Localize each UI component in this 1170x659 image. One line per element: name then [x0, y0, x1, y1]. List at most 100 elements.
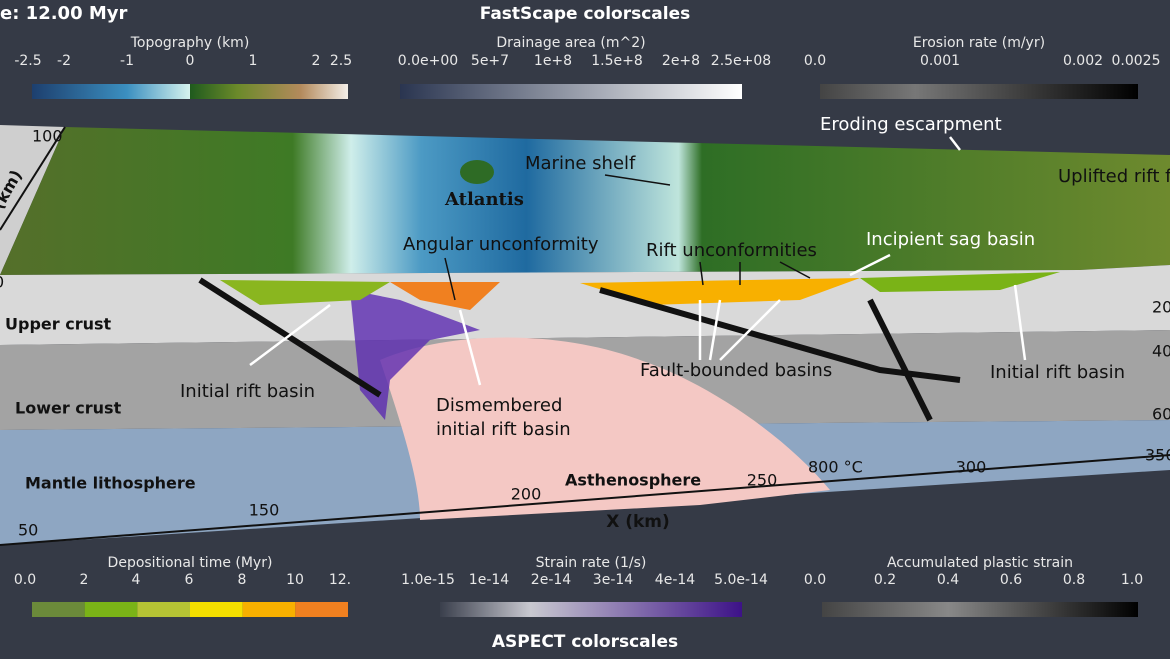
colorbar-title: Accumulated plastic strain	[887, 555, 1073, 571]
basin	[580, 278, 860, 305]
colorbar-tick-label: 10	[286, 572, 304, 588]
colorbar-tick-label: 0.0025	[1112, 53, 1161, 69]
colorbar-swatch	[84, 602, 138, 617]
axis-tick-label: 350	[1145, 446, 1170, 465]
colorbar-title: Erosion rate (m/yr)	[913, 35, 1045, 51]
colorbar-tick-label: 0.0	[14, 572, 36, 588]
colorbar-tick-label: -1	[120, 53, 134, 69]
axis-tick-label: 20	[1152, 298, 1170, 317]
axis-tick-label: 50	[18, 521, 38, 540]
annotation: Uplifted rift f	[1058, 166, 1170, 187]
colorbar-title: Drainage area (m^2)	[496, 35, 645, 51]
colorbar-tick-label: 2	[80, 572, 89, 588]
colorbar-tick-label: 4e-14	[655, 572, 695, 588]
annotation: Asthenosphere	[565, 471, 701, 490]
colorbar-tick-label: 3e-14	[593, 572, 633, 588]
time-label: e: 12.00 Myr	[0, 3, 128, 24]
colorbar-tick-label: 2e-14	[531, 572, 571, 588]
colorbar-swatch	[190, 602, 243, 617]
annotation: Dismembered	[436, 395, 562, 416]
basin	[860, 272, 1060, 292]
colorbar	[820, 84, 1138, 99]
basin	[390, 282, 500, 310]
colorbar-tick-label: 5e+7	[471, 53, 509, 69]
annotation: Fault-bounded basins	[640, 360, 832, 381]
colorbar	[32, 84, 348, 99]
arrow	[444, 174, 811, 301]
basin	[220, 280, 390, 305]
colorbar-tick-label: 0.8	[1063, 572, 1085, 588]
colorbar-tick-label: 0.001	[920, 53, 960, 69]
annotation: Atlantis	[444, 189, 524, 210]
colorbar-swatch	[137, 602, 190, 617]
axis-tick-label: 0	[0, 273, 4, 292]
colorbar-swatch	[32, 602, 85, 617]
colorbar-swatch	[242, 602, 296, 617]
colorbar-swatch	[295, 602, 348, 617]
colorbar-tick-label: 2e+8	[662, 53, 700, 69]
colorbar	[440, 602, 742, 617]
asthenosphere-region	[380, 337, 830, 520]
annotation: 800 °C	[808, 458, 863, 477]
annotation: initial rift basin	[436, 419, 571, 440]
colorbar-tick-label: 1.0	[1121, 572, 1143, 588]
annotation: Eroding escarpment	[820, 114, 1002, 135]
axis-line	[0, 126, 66, 231]
colorbar-tick-label: 0.4	[937, 572, 959, 588]
axis-tick-label: 250	[747, 471, 778, 490]
axis-label: X (km)	[606, 512, 670, 532]
annotation: Initial rift basin	[990, 362, 1125, 383]
axis-tick-label: 40	[1152, 342, 1170, 361]
island	[460, 160, 494, 184]
annotation: Lower crust	[15, 399, 122, 418]
side-face	[0, 125, 65, 275]
colorbar-tick-label: 1e-14	[469, 572, 509, 588]
axis-tick-label: 150	[249, 501, 280, 520]
axis-tick-label: 60	[1152, 405, 1170, 424]
colorbar-tick-label: 0.0e+00	[398, 53, 458, 69]
colorbar-title: Strain rate (1/s)	[536, 555, 647, 571]
colorbar-tick-label: 0.2	[874, 572, 896, 588]
colorbar-tick-label: 1e+8	[534, 53, 572, 69]
colorbar-tick-label: 0	[186, 53, 195, 69]
colorbar-tick-label: 4	[132, 572, 141, 588]
colorbar-tick-label: 0.0	[804, 53, 826, 69]
annotation: Upper crust	[5, 315, 112, 334]
colorbar-tick-label: 2	[312, 53, 321, 69]
colorbar-tick-label: 1.0e-15	[401, 572, 455, 588]
colorbar-tick-label: 0.002	[1063, 53, 1103, 69]
colorbar-tick-label: 0.6	[1000, 572, 1022, 588]
surface	[0, 127, 1170, 275]
colorbar-tick-label: 5.0e-14	[714, 572, 768, 588]
section-title: FastScape colorscales	[480, 4, 691, 24]
annotation: Rift unconformities	[646, 240, 817, 261]
annotation: Angular unconformity	[403, 234, 599, 255]
annotation: Mantle lithosphere	[25, 474, 196, 493]
colorbar-tick-label: 6	[185, 572, 194, 588]
axis-tick-label: 200	[511, 485, 542, 504]
colorbar-tick-label: 1.5e+8	[591, 53, 643, 69]
annotation: Incipient sag basin	[866, 229, 1035, 250]
colorbar-tick-label: 1	[249, 53, 258, 69]
axis-line	[0, 454, 1170, 546]
colorbar-tick-label: 0.0	[804, 572, 826, 588]
colorbar-tick-label: 2.5	[330, 53, 352, 69]
colorbar	[822, 602, 1138, 617]
annotation: Marine shelf	[525, 153, 636, 174]
fault	[198, 277, 961, 422]
colorbar-tick-label: -2	[57, 53, 71, 69]
axis-tick-label: 100	[32, 127, 63, 146]
arrow	[249, 136, 1027, 386]
colorbar-tick-label: 2.5e+08	[711, 53, 771, 69]
colorbar	[400, 84, 742, 99]
colorbar-tick-label: 8	[238, 572, 247, 588]
axis-tick-label: 300	[956, 458, 987, 477]
colorbar-title: Depositional time (Myr)	[108, 555, 273, 571]
annotation: Initial rift basin	[180, 381, 315, 402]
colorbar-tick-label: 12.	[329, 572, 351, 588]
colorbar-title: Topography (km)	[130, 35, 250, 51]
strain-zone	[350, 290, 480, 420]
section-title: ASPECT colorscales	[492, 632, 678, 652]
colorbar-tick-label: -2.5	[14, 53, 41, 69]
